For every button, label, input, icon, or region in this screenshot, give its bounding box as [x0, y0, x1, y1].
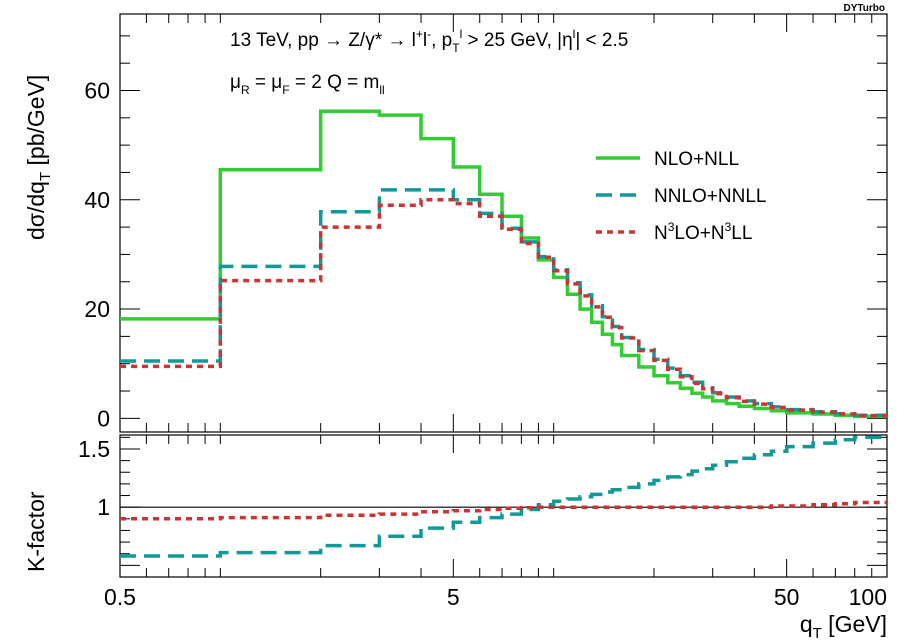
top-y-tick-label-2: 40: [84, 187, 110, 213]
top-y-tick-label-1: 20: [84, 296, 110, 322]
bottom-frame: [119, 434, 888, 578]
x-tick-label-3: 100: [849, 584, 887, 610]
bottom-y-tick-label-1: 1.5: [78, 436, 110, 462]
bottom-axis-ticks: 0.5 5 50 100 1 1.5: [78, 435, 888, 610]
y-axis-label-bottom: K-factor: [23, 491, 49, 572]
top-series-group: [120, 109, 887, 419]
x-tick-label-0: 0.5: [104, 584, 136, 610]
x-axis-label: qT [GeV]: [800, 611, 887, 642]
y-axis-label-top: dσ/dqT [pb/GeV]: [23, 75, 54, 240]
annotation-line-1: 13 TeV, pp → Z/γ* → l+l-, pTl > 25 GeV, …: [230, 27, 628, 55]
top-frame: [119, 13, 888, 433]
x-tick-label-1: 5: [447, 584, 460, 610]
annotation-line-2: μR = μF = 2 Q = mll: [230, 72, 385, 97]
bottom-series-group: [120, 435, 887, 558]
watermark: DYTurbo: [844, 3, 885, 14]
legend-label-n3lo: N3LO+N3LL: [654, 220, 752, 244]
legend-label-nlo: NLO+NLL: [654, 149, 739, 170]
top-axis-ticks: 0 20 40 60: [84, 14, 888, 432]
x-tick-label-2: 50: [774, 584, 800, 610]
legend-label-nnlo: NNLO+NNLL: [654, 186, 766, 207]
top-series-line-0: [120, 109, 887, 419]
k-factor-series-line-0: [120, 435, 887, 558]
bottom-y-tick-label-0: 1: [97, 494, 110, 520]
top-series-line-2: [120, 198, 887, 418]
legend: NLO+NLL NNLO+NNLL N3LO+N3LL: [596, 149, 766, 244]
top-y-tick-label-3: 60: [84, 77, 110, 103]
top-y-tick-label-0: 0: [97, 405, 110, 431]
k-factor-series-line-1: [120, 500, 887, 521]
